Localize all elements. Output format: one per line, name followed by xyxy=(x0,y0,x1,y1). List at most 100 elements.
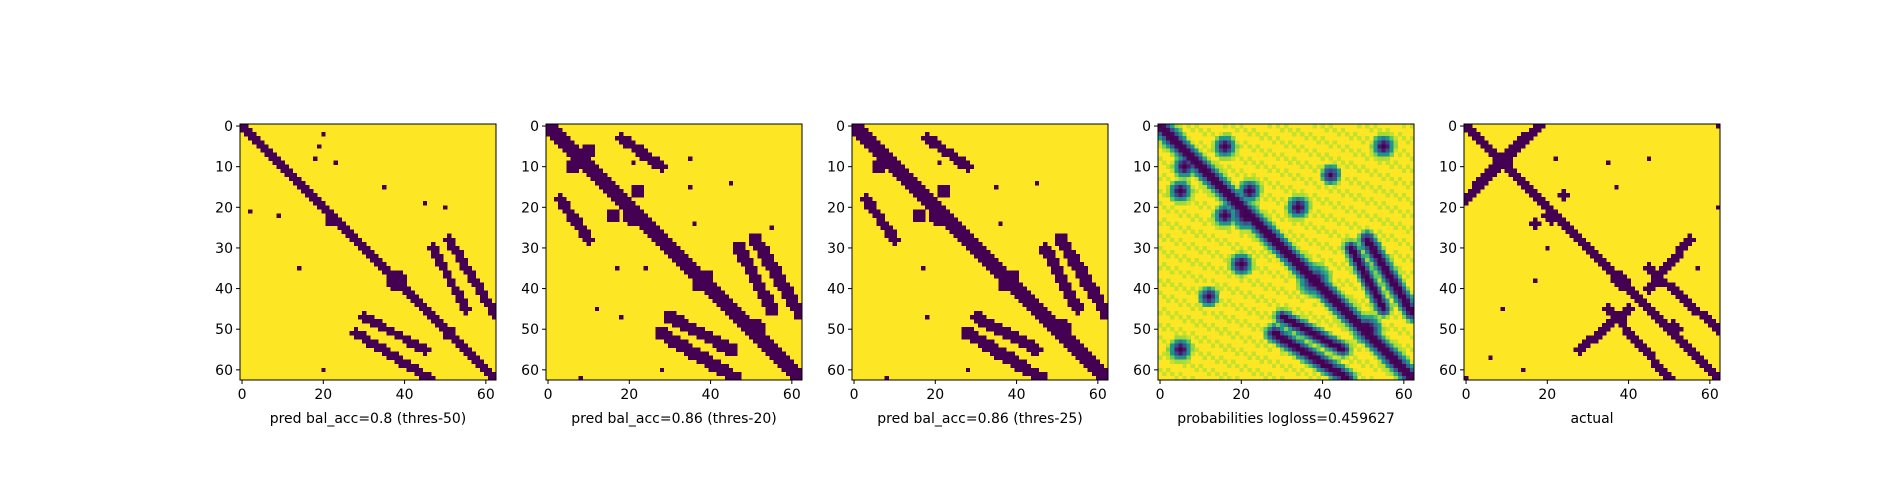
heatmap-cell xyxy=(1397,282,1403,287)
heatmap-cell xyxy=(921,266,926,271)
heatmap-cell xyxy=(785,371,791,377)
heatmap-cell xyxy=(1618,323,1623,328)
heatmap-cell xyxy=(268,156,273,161)
heatmap-cell xyxy=(1332,339,1338,344)
heatmap-cell xyxy=(773,262,778,267)
heatmap-cell xyxy=(1393,249,1399,255)
heatmap-cell xyxy=(1312,237,1317,243)
heatmap-cell xyxy=(1251,249,1256,255)
heatmap-cell xyxy=(1361,339,1366,344)
heatmap-cell xyxy=(1170,359,1175,365)
heatmap-cell xyxy=(1401,302,1407,308)
heatmap-cell xyxy=(1083,363,1088,369)
heatmap-cell xyxy=(1545,245,1550,251)
heatmap-cell xyxy=(1711,319,1717,324)
heatmap-cell xyxy=(1642,343,1648,348)
heatmap-cell xyxy=(761,262,766,267)
heatmap-cell xyxy=(1018,343,1023,348)
heatmap-cell xyxy=(590,172,596,178)
heatmap-cell xyxy=(1381,351,1386,356)
heatmap-cell xyxy=(1381,282,1386,287)
heatmap-cell xyxy=(1059,286,1064,291)
heatmap-cell xyxy=(414,294,420,300)
heatmap-cell xyxy=(1059,270,1064,275)
heatmap-cell xyxy=(1296,306,1301,312)
heatmap-cell xyxy=(1401,180,1407,186)
heatmap-cell xyxy=(1162,237,1167,243)
heatmap-cell xyxy=(1638,294,1644,300)
heatmap-cell xyxy=(566,205,571,210)
heatmap-cell xyxy=(1182,197,1187,202)
heatmap-cell xyxy=(1170,148,1175,153)
heatmap-cell xyxy=(1381,233,1386,239)
heatmap-cell xyxy=(793,371,799,377)
heatmap-cell xyxy=(1348,237,1354,243)
heatmap-cell xyxy=(1010,335,1015,340)
heatmap-cell xyxy=(1409,270,1415,275)
heatmap-cell xyxy=(1002,351,1007,356)
heatmap-cell xyxy=(1365,278,1370,283)
heatmap-cell xyxy=(1492,172,1497,178)
heatmap-cell xyxy=(1178,213,1183,218)
heatmap-cell xyxy=(921,217,926,222)
heatmap-cell xyxy=(398,274,403,279)
heatmap-cell xyxy=(1687,347,1692,352)
heatmap-cell xyxy=(1308,258,1313,263)
heatmap-cell xyxy=(1508,144,1514,149)
heatmap-cell xyxy=(1239,233,1244,239)
heatmap-cell xyxy=(728,375,734,381)
heatmap-cell xyxy=(1516,176,1522,182)
heatmap-cell xyxy=(586,152,591,157)
heatmap-cell xyxy=(313,197,318,202)
heatmap-cell xyxy=(1038,310,1044,316)
heatmap-cell xyxy=(1320,274,1325,279)
heatmap-cell xyxy=(1365,310,1370,316)
heatmap-cell xyxy=(1324,172,1329,178)
heatmap-cell xyxy=(1223,180,1228,186)
heatmap-cell xyxy=(1223,124,1228,129)
heatmap-cell xyxy=(317,205,322,210)
heatmap-cell xyxy=(1283,306,1289,312)
heatmap-cell xyxy=(1589,249,1595,255)
heatmap-cell xyxy=(1393,160,1399,165)
heatmap-cell xyxy=(880,225,885,230)
heatmap-cell xyxy=(398,359,403,365)
heatmap-cell xyxy=(260,140,265,145)
heatmap-cell xyxy=(1324,262,1329,267)
heatmap-cell xyxy=(941,148,946,153)
heatmap-cell xyxy=(1059,241,1064,247)
heatmap-cell xyxy=(1186,335,1191,340)
heatmap-cell xyxy=(884,164,889,169)
heatmap-cell xyxy=(1610,266,1615,271)
heatmap-cell xyxy=(925,197,930,202)
heatmap-cell xyxy=(1397,278,1403,283)
heatmap-cell xyxy=(1348,266,1354,271)
heatmap-cell xyxy=(757,339,762,344)
heatmap-cell xyxy=(1385,294,1390,300)
heatmap-cell xyxy=(562,140,567,145)
heatmap-cell xyxy=(463,266,468,271)
heatmap-cell xyxy=(1038,371,1044,377)
heatmap-cell xyxy=(1304,262,1309,267)
heatmap-cell xyxy=(1671,331,1676,336)
heatmap-cell xyxy=(789,371,795,377)
heatmap-cell xyxy=(1210,140,1216,145)
heatmap-cell xyxy=(410,294,416,300)
heatmap-cell xyxy=(1079,302,1084,308)
heatmap-cell xyxy=(1671,282,1676,287)
heatmap-cell xyxy=(1275,319,1281,324)
heatmap-cell xyxy=(1683,294,1688,300)
heatmap-cell xyxy=(1492,164,1497,169)
heatmap-cell xyxy=(1369,331,1374,336)
heatmap-cell xyxy=(1010,351,1015,356)
heatmap-cell xyxy=(1243,209,1248,214)
heatmap-cell xyxy=(1095,367,1101,373)
heatmap-cell xyxy=(1353,209,1358,214)
heatmap-cell xyxy=(1361,241,1366,247)
heatmap-cell xyxy=(272,156,277,161)
heatmap-cell xyxy=(1292,193,1297,198)
heatmap-cell xyxy=(1304,270,1309,275)
heatmap-cell xyxy=(761,323,766,328)
heatmap-cell xyxy=(627,144,632,149)
heatmap-cell xyxy=(994,258,999,263)
